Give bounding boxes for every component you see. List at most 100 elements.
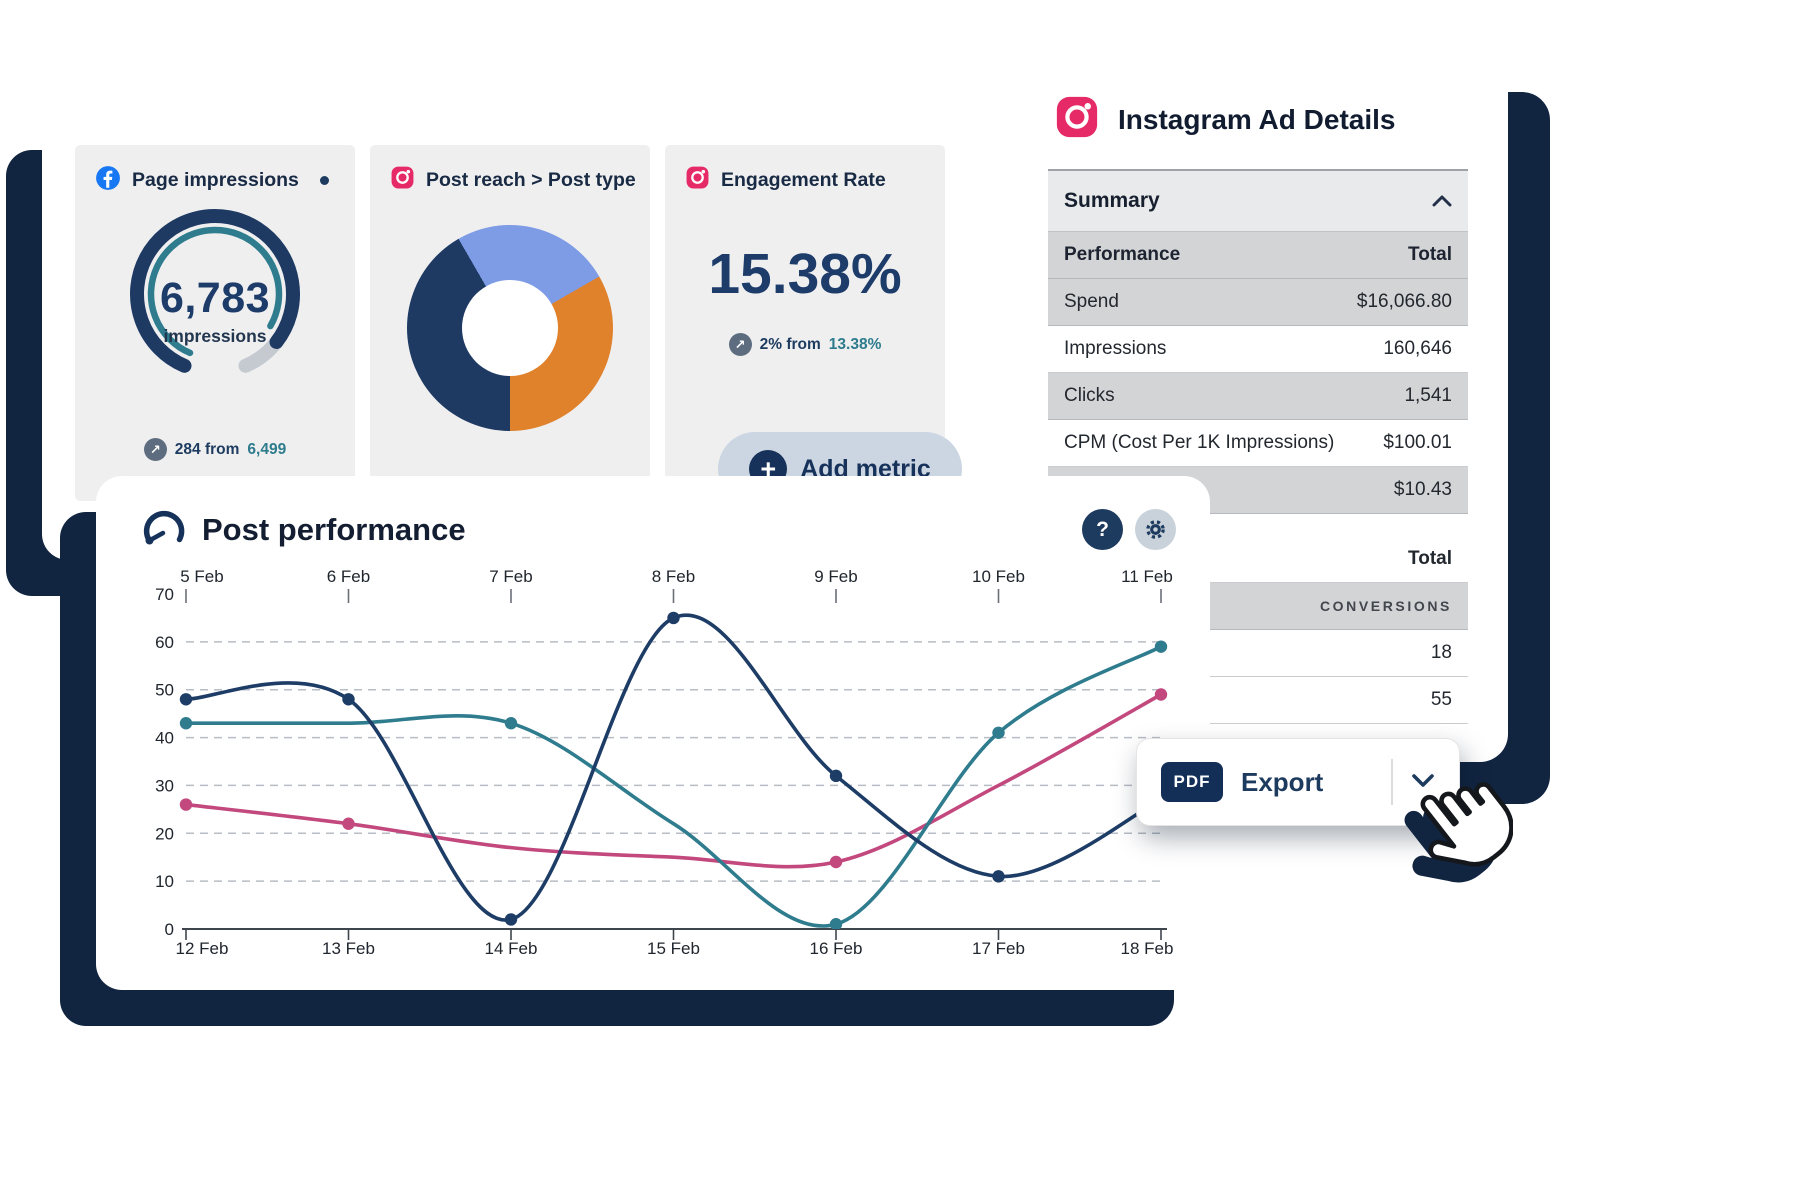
impressions-gauge-chart: 6,783 impressions: [75, 198, 355, 404]
speedometer-icon: [140, 506, 186, 553]
delta-text: 284 from: [174, 440, 240, 458]
engagement-delta: ↗ 2% from 13.38%: [665, 333, 945, 356]
export-label: Export: [1241, 766, 1324, 797]
page-impressions-tile: Page impressions 6,783 impressions ↗ 284…: [75, 145, 355, 501]
series-teal: [179, 640, 1168, 929]
engagement-rate-value: 15.38%: [708, 242, 902, 306]
legend-dot: [319, 176, 329, 185]
tile-title: Page impressions: [132, 169, 299, 191]
svg-text:0: 0: [165, 920, 174, 939]
row-value: 18: [1430, 642, 1452, 663]
series-navy-marker: [504, 913, 518, 926]
svg-text:9 Feb: 9 Feb: [814, 567, 857, 586]
chevron-down-icon: [1411, 773, 1435, 791]
svg-text:40: 40: [155, 729, 174, 748]
svg-text:18 Feb: 18 Feb: [1121, 939, 1174, 958]
series-navy-marker: [342, 693, 355, 706]
delta-previous-value: 13.38%: [828, 335, 882, 353]
tile-header: Engagement Rate: [665, 145, 945, 195]
series-pink-marker: [1154, 688, 1168, 701]
chevron-up-icon: [1432, 189, 1452, 213]
series-teal-marker: [504, 717, 518, 730]
series-navy-marker: [992, 870, 1005, 883]
table-header-row: Performance Total: [1048, 232, 1468, 279]
summary-collapse-row[interactable]: Summary: [1048, 171, 1468, 232]
svg-text:16 Feb: 16 Feb: [810, 939, 863, 958]
post-performance-card: Post performance ? 12 Feb 5 Feb 13 Feb 6 Fe…: [96, 476, 1210, 990]
post-performance-line-chart: 12 Feb 5 Feb 13 Feb 6 Feb 14 Feb 7 Feb 15 Feb 8…: [155, 567, 1174, 958]
impressions-unit: impressions: [163, 326, 267, 346]
conversions-label: CONVERSIONS: [1319, 598, 1452, 614]
series-navy: [179, 611, 1163, 926]
row-value: $100.01: [1383, 432, 1452, 453]
facebook-icon: [95, 165, 121, 196]
post-performance-header: Post performance ?: [96, 476, 1210, 553]
post-type-donut-chart: [407, 225, 613, 431]
metrics-summary-card: Page impressions 6,783 impressions ↗ 284…: [42, 114, 988, 560]
settings-button[interactable]: [1135, 509, 1176, 550]
instagram-icon: [685, 165, 710, 195]
series-teal-marker: [1154, 640, 1168, 653]
impressions-value: 6,783: [159, 274, 271, 322]
impressions-delta: ↗ 284 from 6,499: [75, 438, 355, 461]
pdf-badge: PDF: [1161, 762, 1223, 802]
svg-text:7 Feb: 7 Feb: [489, 567, 532, 586]
column-header: Performance: [1064, 244, 1181, 265]
series-teal-marker: [992, 726, 1005, 739]
row-value: 160,646: [1383, 338, 1452, 359]
delta-previous-value: 6,499: [247, 440, 287, 458]
svg-text:10: 10: [155, 872, 174, 891]
row-value: $16,066.80: [1356, 291, 1452, 312]
post-performance-chart: 12 Feb 5 Feb 13 Feb 6 Feb 14 Feb 7 Feb 15 Feb 8…: [124, 564, 1194, 970]
svg-text:6 Feb: 6 Feb: [327, 567, 370, 586]
series-navy-marker: [179, 693, 193, 706]
series-pink: [179, 688, 1168, 869]
series-pink-marker: [829, 855, 843, 869]
svg-text:15 Feb: 15 Feb: [647, 939, 700, 958]
svg-text:70: 70: [155, 585, 174, 604]
row-label: Impressions: [1064, 338, 1167, 359]
gauge-center: 6,783 impressions: [75, 274, 355, 347]
svg-text:12 Feb: 12 Feb: [176, 939, 229, 958]
ad-details-title: Instagram Ad Details: [1118, 103, 1396, 135]
svg-text:50: 50: [155, 681, 174, 700]
svg-text:14 Feb: 14 Feb: [485, 939, 538, 958]
ad-details-header: Instagram Ad Details: [1012, 50, 1508, 169]
series-teal-marker: [179, 717, 193, 730]
export-button[interactable]: PDF Export: [1136, 738, 1460, 826]
delta-text: 2% from: [759, 335, 821, 353]
series-navy-marker: [667, 611, 680, 625]
svg-text:17 Feb: 17 Feb: [972, 939, 1025, 958]
svg-text:13 Feb: 13 Feb: [322, 939, 375, 958]
tile-title: Engagement Rate: [721, 168, 886, 191]
table-row: Spend $16,066.80: [1048, 279, 1468, 326]
table-row: Clicks 1,541: [1048, 373, 1468, 420]
table-row: Impressions 160,646: [1048, 326, 1468, 373]
post-performance-title: Post performance: [202, 511, 466, 547]
row-value: 1,541: [1404, 385, 1452, 406]
svg-text:30: 30: [155, 776, 174, 795]
tile-title: Post reach > Post type: [426, 168, 636, 191]
svg-text:11 Feb: 11 Feb: [1121, 567, 1173, 586]
instagram-icon: [1054, 94, 1100, 145]
table-row: CPM (Cost Per 1K Impressions) $100.01: [1048, 420, 1468, 467]
svg-text:10 Feb: 10 Feb: [972, 567, 1025, 586]
row-label: CPM (Cost Per 1K Impressions): [1064, 432, 1335, 453]
instagram-icon: [390, 165, 415, 195]
trend-up-icon: ↗: [728, 333, 752, 356]
help-button[interactable]: ?: [1082, 509, 1123, 550]
svg-text:60: 60: [155, 633, 174, 652]
divider: [1391, 759, 1393, 805]
tile-header: Post reach > Post type: [370, 145, 650, 195]
column-header: Total: [1408, 548, 1452, 569]
tile-header: Page impressions: [75, 145, 355, 196]
series-pink-marker: [342, 817, 355, 830]
row-value: $10.43: [1393, 479, 1452, 500]
row-label: Clicks: [1064, 385, 1115, 406]
series-pink-marker: [179, 798, 193, 811]
trend-up-icon: ↗: [143, 438, 167, 461]
summary-label: Summary: [1064, 189, 1160, 212]
post-reach-tile: Post reach > Post type: [370, 145, 650, 501]
series-teal-marker: [829, 918, 843, 929]
